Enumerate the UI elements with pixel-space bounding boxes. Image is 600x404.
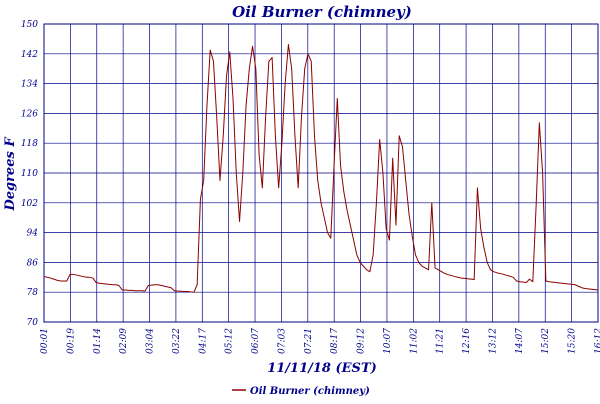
y-tick-label: 134 (21, 80, 38, 90)
y-tick-label: 78 (27, 288, 39, 298)
y-tick-label: 118 (21, 139, 38, 149)
x-tick-label: 03:22 (172, 328, 182, 354)
x-tick-labels: 00:01 00:19 01:14 02:09 03:04 03:22 04:17 05:12… (40, 328, 600, 354)
x-tick-label: 00:01 (40, 328, 50, 354)
y-tick-label: 86 (27, 258, 39, 268)
x-tick-label: 07:21 (304, 328, 314, 354)
series-line (43, 43, 599, 293)
x-tick-label: 11:21 (436, 328, 446, 354)
x-tick-label: 13:12 (488, 328, 498, 354)
x-tick-label: 11:02 (409, 328, 419, 354)
x-tick-label: 08:17 (330, 328, 340, 354)
grid (43, 23, 599, 323)
series-layer (43, 43, 599, 293)
x-tick-label: 10:07 (383, 328, 393, 354)
y-tick-label: 110 (21, 169, 38, 179)
x-tick-label: 03:04 (146, 328, 156, 354)
y-tick-label: 150 (21, 20, 38, 30)
y-tick-label: 94 (27, 229, 39, 239)
y-tick-label: 126 (21, 109, 38, 119)
x-tick-label: 12:16 (462, 328, 472, 354)
x-tick-label: 06:07 (251, 328, 261, 354)
x-tick-label: 07:03 (277, 328, 287, 354)
y-axis-label: Degrees F (3, 137, 18, 212)
x-tick-label: 09:12 (357, 328, 367, 354)
y-tick-labels: 70 78 86 94 102 110 118 126 134 142 150 (21, 20, 38, 328)
x-tick-label: 04:17 (198, 328, 208, 354)
x-tick-label: 14:07 (515, 328, 525, 354)
x-tick-label: 00:19 (66, 328, 76, 354)
x-tick-label: 15:20 (568, 328, 578, 354)
chart-title: Oil Burner (chimney) (232, 3, 412, 21)
x-tick-label: 16:12 (594, 328, 600, 354)
x-axis-label: 11/11/18 (EST) (267, 361, 377, 376)
y-tick-label: 102 (21, 199, 38, 209)
x-tick-label: 05:12 (225, 328, 235, 354)
x-tick-label: 02:09 (119, 328, 129, 354)
legend: Oil Burner (chimney) (232, 386, 370, 397)
legend-label: Oil Burner (chimney) (250, 386, 370, 397)
x-tick-label: 15:02 (541, 328, 551, 354)
x-tick-label: 01:14 (93, 328, 103, 354)
y-tick-label: 70 (27, 318, 39, 328)
y-tick-label: 142 (21, 50, 38, 60)
